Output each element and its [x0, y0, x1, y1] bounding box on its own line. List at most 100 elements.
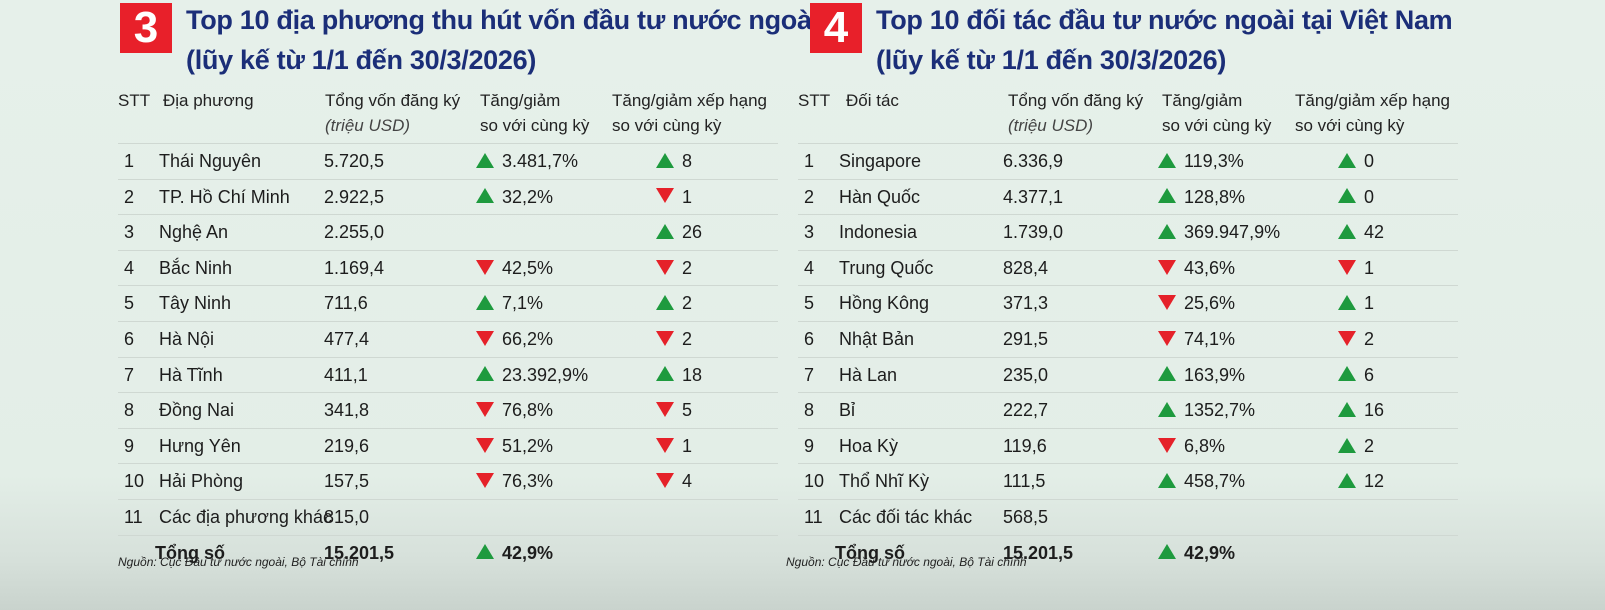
- row-stt: 8: [124, 400, 135, 421]
- row-capital: 2.922,5: [324, 186, 385, 207]
- table-row: 2 TP. Hồ Chí Minh 2.922,5 32,2% 1: [118, 178, 778, 215]
- table-row: 11 Các địa phương khác 815,0: [118, 498, 778, 535]
- total-capital: 15.201,5: [1003, 542, 1074, 563]
- row-change: 3.481,7%: [476, 144, 578, 178]
- header-rank: Tăng/giảm xếp hạng so với cùng kỳ: [1295, 88, 1450, 138]
- row-capital: 411,1: [324, 364, 368, 385]
- row-rank-change: 1: [656, 429, 692, 463]
- row-capital: 341,8: [324, 400, 370, 421]
- total-label: Tổng số: [155, 542, 225, 563]
- row-name: Các địa phương khác: [159, 506, 332, 527]
- row-name: Các đối tác khác: [839, 506, 973, 527]
- row-stt: 1: [124, 151, 135, 171]
- triangle-down-icon: [476, 401, 494, 417]
- row-capital: 828,4: [1003, 257, 1049, 278]
- panel-title: Top 10 địa phương thu hút vốn đầu tư nướ…: [186, 0, 819, 80]
- row-change-value: 51,2%: [502, 435, 554, 456]
- row-stt: 10: [804, 471, 825, 492]
- row-change-value: 1352,7%: [1184, 400, 1256, 421]
- row-capital: 1.169,4: [324, 257, 385, 278]
- row-rank-change-value: 5: [682, 400, 693, 421]
- row-stt: 5: [124, 293, 135, 314]
- triangle-up-icon: [1158, 366, 1176, 382]
- row-rank-change: 0: [1338, 144, 1374, 178]
- triangle-up-icon: [476, 295, 494, 311]
- header-capital: Tổng vốn đăng ký (triệu USD): [1008, 88, 1143, 138]
- triangle-down-icon: [1338, 330, 1356, 346]
- triangle-up-icon: [1338, 152, 1356, 168]
- row-capital: 568,5: [1003, 506, 1049, 527]
- triangle-down-icon: [476, 259, 494, 275]
- row-rank-change: 42: [1338, 215, 1384, 249]
- table-body: 1 Singapore 6.336,9 119,3% 0 2 Hàn Quốc 4.377,1…: [798, 143, 1458, 570]
- row-capital: 371,3: [1003, 293, 1049, 314]
- row-change-value: 163,9%: [1184, 364, 1246, 385]
- table-row: 10 Thổ Nhĩ Kỳ 111,5 458,7% 12: [798, 463, 1458, 499]
- triangle-down-icon: [656, 401, 674, 417]
- row-rank-change-value: 4: [682, 471, 693, 492]
- row-capital: 291,5: [1003, 328, 1049, 349]
- row-change: 7,1%: [476, 286, 543, 320]
- row-change: 76,8%: [476, 393, 553, 427]
- header-capital-label: Tổng vốn đăng ký: [325, 91, 461, 110]
- table-row: 3 Nghệ An 2.255,0 26: [118, 214, 778, 250]
- triangle-up-icon: [656, 366, 674, 382]
- triangle-up-icon: [1338, 188, 1356, 204]
- row-change-value: 74,1%: [1184, 328, 1236, 349]
- triangle-up-icon: [1338, 223, 1356, 239]
- row-name: Hà Lan: [839, 364, 898, 385]
- row-change: 51,2%: [476, 429, 553, 463]
- row-rank-change: 5: [656, 393, 692, 427]
- row-stt: 7: [124, 364, 135, 385]
- total-capital: 15.201,5: [324, 542, 395, 563]
- row-change: 6,8%: [1158, 429, 1225, 463]
- row-change-value: 42,5%: [502, 257, 554, 278]
- row-change: 66,2%: [476, 322, 553, 356]
- row-rank-change-value: 8: [682, 151, 693, 171]
- triangle-down-icon: [1158, 330, 1176, 346]
- triangle-down-icon: [476, 437, 494, 453]
- row-change-value: 25,6%: [1184, 293, 1236, 314]
- row-capital: 477,4: [324, 328, 370, 349]
- row-name: Hoa Kỳ: [839, 435, 899, 456]
- header-stt: STT: [798, 91, 831, 110]
- row-capital: 2.255,0: [324, 222, 385, 243]
- table-row: 4 Bắc Ninh 1.169,4 42,5% 2: [118, 249, 778, 286]
- table-row: 8 Đồng Nai 341,8 76,8% 5: [118, 392, 778, 428]
- row-rank-change-value: 2: [682, 257, 693, 278]
- row-rank-change-value: 2: [682, 293, 693, 314]
- row-rank-change-value: 1: [1364, 293, 1375, 314]
- table-row: 2 Hàn Quốc 4.377,1 128,8% 0: [798, 178, 1458, 215]
- row-change-value: 3.481,7%: [502, 151, 579, 171]
- triangle-down-icon: [656, 188, 674, 204]
- triangle-up-icon: [476, 544, 494, 560]
- row-rank-change-value: 2: [1364, 328, 1375, 349]
- row-stt: 5: [804, 293, 815, 314]
- row-stt: 3: [124, 222, 135, 243]
- table-row: 7 Hà Tĩnh 411,1 23.392,9% 18: [118, 356, 778, 393]
- table-row: 9 Hưng Yên 219,6 51,2% 1: [118, 427, 778, 464]
- triangle-up-icon: [1158, 473, 1176, 489]
- row-rank-change: 16: [1338, 393, 1384, 427]
- row-capital: 6.336,9: [1003, 151, 1064, 171]
- row-stt: 2: [124, 186, 135, 207]
- triangle-up-icon: [1338, 473, 1356, 489]
- total-change: 42,9%: [476, 536, 553, 570]
- row-rank-change: 1: [656, 180, 692, 214]
- row-rank-change-value: 12: [1364, 471, 1385, 492]
- row-rank-change-value: 1: [682, 435, 693, 456]
- total-change-value: 42,9%: [1184, 542, 1236, 563]
- total-row: Tổng số 15.201,5 42,9%: [118, 534, 778, 571]
- table-row: 4 Trung Quốc 828,4 43,6% 1: [798, 249, 1458, 286]
- header-stt: STT: [118, 91, 151, 110]
- row-rank-change-value: 42: [1364, 222, 1385, 243]
- row-name: Thổ Nhĩ Kỳ: [839, 471, 930, 492]
- row-stt: 10: [124, 471, 145, 492]
- triangle-down-icon: [1338, 259, 1356, 275]
- row-change: 128,8%: [1158, 180, 1245, 214]
- row-name: Trung Quốc: [839, 257, 934, 278]
- triangle-down-icon: [656, 473, 674, 489]
- row-rank-change-value: 1: [682, 186, 693, 207]
- row-capital: 5.720,5: [324, 151, 385, 171]
- header-change: Tăng/giảm so với cùng kỳ: [480, 88, 589, 138]
